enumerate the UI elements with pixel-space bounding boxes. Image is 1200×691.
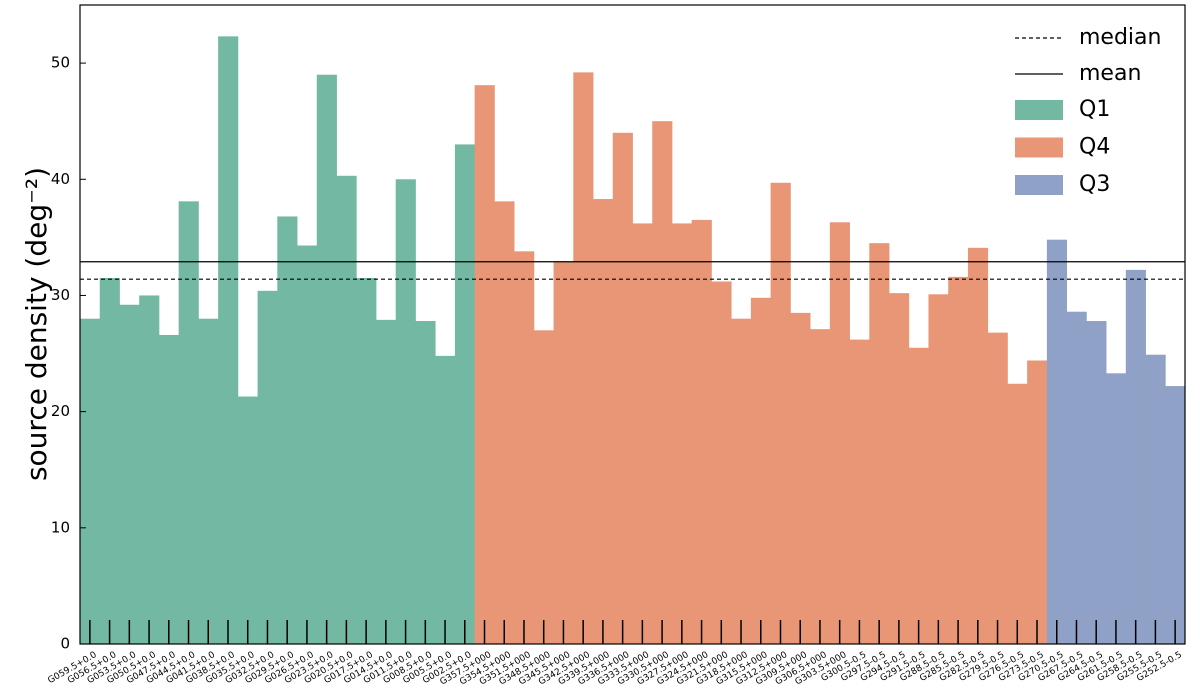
- bar: [158, 334, 180, 644]
- bar: [553, 261, 574, 644]
- bar: [435, 355, 456, 644]
- bar: [948, 276, 969, 644]
- bar: [671, 223, 693, 644]
- bar: [80, 318, 101, 644]
- bar: [297, 245, 318, 644]
- bar: [731, 318, 752, 644]
- bar: [770, 182, 791, 644]
- bar: [1007, 383, 1028, 644]
- bar: [494, 201, 515, 644]
- bar: [99, 278, 120, 644]
- y-tick-label: 20: [51, 402, 70, 420]
- bar: [810, 329, 831, 644]
- bar: [415, 321, 436, 644]
- bar: [395, 179, 416, 645]
- legend: median mean Q1 Q4 Q3: [1015, 25, 1161, 197]
- bar: [987, 332, 1008, 644]
- bar: [1125, 269, 1146, 644]
- bar: [474, 85, 495, 644]
- bar: [908, 347, 929, 644]
- bar: [198, 318, 219, 644]
- y-tick-label: 10: [51, 518, 70, 536]
- bar: [277, 216, 298, 644]
- bar: [573, 72, 594, 645]
- bar: [967, 247, 989, 644]
- bar: [514, 251, 535, 644]
- legend-swatch: [1015, 100, 1063, 120]
- bar: [652, 121, 673, 644]
- bar: [1145, 354, 1166, 644]
- legend-label: median: [1079, 25, 1161, 50]
- legend-label: Q4: [1079, 135, 1110, 160]
- bar: [257, 290, 278, 644]
- bar: [336, 175, 357, 644]
- bar: [375, 319, 397, 644]
- bar: [356, 278, 377, 644]
- bar: [218, 36, 239, 645]
- legend-label: mean: [1079, 61, 1141, 86]
- bar: [1046, 239, 1068, 645]
- bar: [316, 74, 337, 644]
- bar: [691, 219, 712, 644]
- bar: [1165, 386, 1186, 644]
- bar: [237, 396, 258, 644]
- bar: [454, 144, 476, 644]
- bar: [829, 222, 850, 644]
- bar: [632, 223, 653, 644]
- plot-frame: [79, 4, 1186, 645]
- bar: [593, 199, 614, 645]
- bar: [1066, 311, 1087, 644]
- bar: [1106, 373, 1127, 644]
- bar: [533, 330, 554, 644]
- y-tick-label: 0: [60, 635, 70, 653]
- bar: [1086, 321, 1107, 644]
- legend-label: Q1: [1079, 97, 1110, 122]
- bar: [119, 304, 140, 644]
- bar: [849, 339, 870, 644]
- bar: [139, 295, 160, 644]
- bar: [711, 281, 732, 644]
- bar: [612, 132, 633, 645]
- legend-swatch: [1015, 137, 1063, 158]
- bar: [750, 297, 772, 644]
- bar: [178, 201, 199, 644]
- legend-label: Q3: [1079, 172, 1110, 197]
- bar: [869, 243, 890, 644]
- y-axis-label: source density (deg⁻²): [20, 167, 53, 481]
- y-tick-label: 30: [51, 286, 70, 304]
- bar: [889, 293, 910, 644]
- y-tick-label: 50: [51, 54, 70, 72]
- bar: [790, 312, 811, 644]
- bar: [1027, 360, 1048, 644]
- bar: [928, 294, 949, 644]
- legend-swatch: [1015, 175, 1063, 195]
- y-tick-label: 40: [51, 170, 70, 188]
